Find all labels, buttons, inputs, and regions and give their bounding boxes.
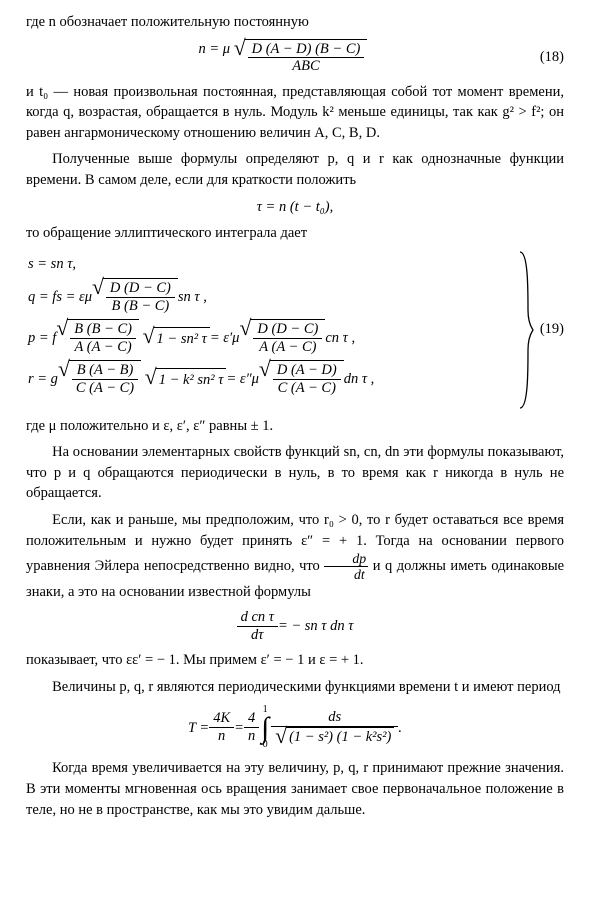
eq18-lhs: n = μ bbox=[198, 41, 230, 57]
equation-18: n = μ √ D (A − D) (B − C) ABC (18) bbox=[26, 39, 564, 76]
eq19-row2: q = fs = εμ √ D (D − C) B (B − C) sn τ , bbox=[26, 278, 516, 315]
radical-icon: √ bbox=[234, 41, 246, 78]
paragraph: Полученные выше формулы определяют p, q … bbox=[26, 149, 564, 190]
equation-group-19: s = sn τ, q = fs = εμ √ D (D − C) B (B −… bbox=[26, 250, 564, 410]
equation-dcn: d cn τ dτ = − sn τ dn τ bbox=[26, 609, 564, 644]
paragraph: Величины p, q, r являются периодическими… bbox=[26, 677, 564, 698]
paragraph: Если, как и раньше, мы предположим, что … bbox=[26, 510, 564, 603]
paragraph: показывает, что εε′ = − 1. Мы примем ε′ … bbox=[26, 650, 564, 671]
equation-number: (19) bbox=[534, 250, 564, 410]
paragraph: и t₀ — новая произвольная постоянная, пр… bbox=[26, 82, 564, 144]
paragraph: где μ положительно и ε, ε′, ε″ равны ± 1… bbox=[26, 416, 564, 437]
equation-tau: τ = n (t − t₀), bbox=[26, 197, 564, 218]
eq18-den: ABC bbox=[248, 58, 365, 75]
eq18-num: D (A − D) (B − C) bbox=[248, 41, 365, 59]
equation-T: T = 4K n = 4 n 1 ∫ 0 ds √(1 − s²) (1 − k… bbox=[26, 703, 564, 752]
eq19-row3: p = f √ B (B − C) A (A − C) √ 1 − sn² τ … bbox=[26, 319, 516, 356]
paragraph: На основании элементарных свойств функци… bbox=[26, 442, 564, 504]
eq19-row4: r = g √ B (A − B) C (A − C) √ 1 − k² sn²… bbox=[26, 360, 516, 397]
brace-icon bbox=[516, 250, 534, 410]
equation-number: (18) bbox=[540, 47, 564, 68]
integral-icon: 1 ∫ 0 bbox=[261, 703, 269, 752]
paragraph: то обращение эллиптического интеграла да… bbox=[26, 223, 564, 244]
paragraph: где n обозначает положительную постоянну… bbox=[26, 12, 564, 33]
eq19-row1: s = sn τ, bbox=[26, 254, 516, 275]
paragraph: Когда время увеличивается на эту величин… bbox=[26, 758, 564, 820]
